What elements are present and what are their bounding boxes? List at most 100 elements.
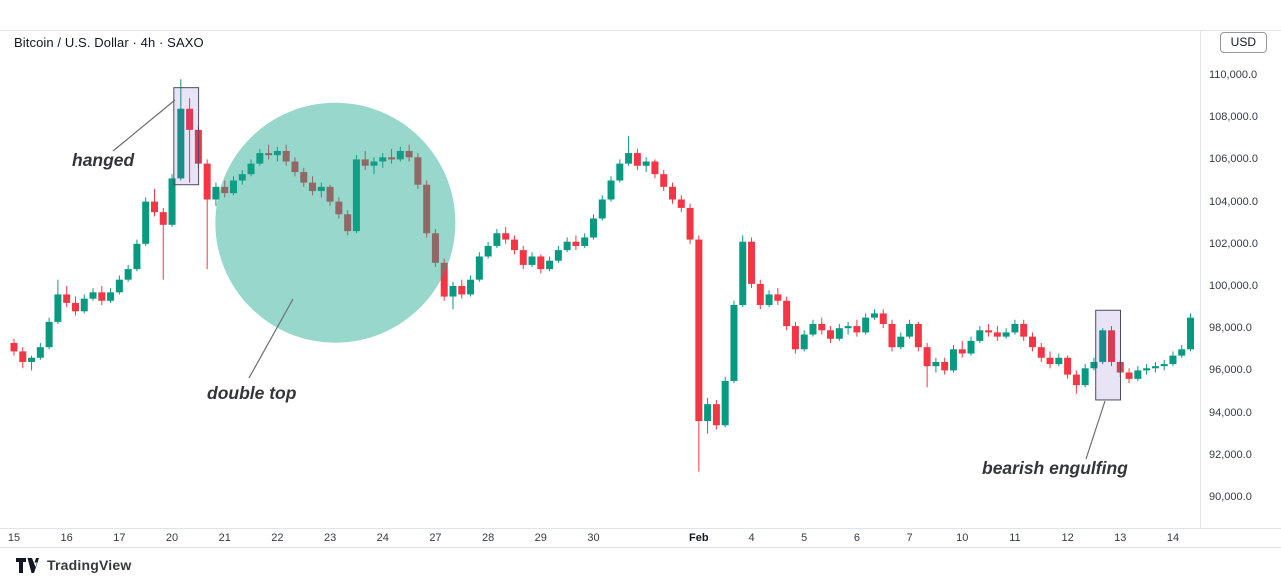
footer-border xyxy=(0,547,1281,548)
candle-body xyxy=(238,174,246,181)
candle-body xyxy=(1108,330,1115,362)
candle-body xyxy=(510,239,518,251)
candle-body xyxy=(528,256,536,265)
candle-body xyxy=(291,161,299,173)
price-axis-border xyxy=(1200,30,1201,528)
candle-body xyxy=(914,323,922,348)
candle-body xyxy=(344,214,352,232)
candle-body xyxy=(10,342,18,352)
candle-body xyxy=(1125,372,1133,379)
y-axis-label: 90,000.0 xyxy=(1209,491,1252,503)
candle-body xyxy=(660,174,668,187)
candle-body xyxy=(247,163,255,175)
candle-body xyxy=(739,241,747,305)
x-axis-label: 4 xyxy=(748,532,755,544)
candle-body xyxy=(967,340,975,354)
y-axis-label: 110,000.0 xyxy=(1209,69,1258,81)
annotation-bearish-engulfing[interactable]: bearish engulfing xyxy=(982,309,1128,478)
bearish-engulfing-highlight-box[interactable] xyxy=(1095,309,1121,401)
candle-body xyxy=(985,330,993,333)
candle-body xyxy=(695,239,703,422)
candle-body xyxy=(748,241,756,284)
candle-body xyxy=(1028,336,1036,348)
annotation-hanged[interactable]: hanged xyxy=(72,87,200,186)
candle-body xyxy=(63,294,71,303)
attribution-bar: TradingView xyxy=(0,548,1281,582)
candle-body xyxy=(493,233,501,246)
candle-body xyxy=(1178,349,1186,356)
candle-body xyxy=(98,292,106,301)
candle-body xyxy=(370,161,378,166)
candle-body xyxy=(1055,357,1063,365)
candle-body xyxy=(467,279,475,295)
x-axis-label: 24 xyxy=(376,532,389,544)
hanged-label[interactable]: hanged xyxy=(72,150,135,170)
candle-body xyxy=(581,237,589,246)
candle-body xyxy=(1037,347,1045,358)
price-axis[interactable]: 110,000.0 108,000.0 106,000.0 104,000.0 102,… xyxy=(1201,0,1281,582)
candle-body xyxy=(958,349,966,354)
y-axis-label: 94,000.0 xyxy=(1209,406,1252,419)
double-top-label[interactable]: double top xyxy=(207,383,297,403)
candle-body xyxy=(686,207,694,240)
x-axis-label: 29 xyxy=(534,532,547,544)
y-axis-label: 106,000.0 xyxy=(1209,153,1258,166)
candle-body xyxy=(941,361,949,371)
candle-body xyxy=(45,321,53,348)
x-axis-label: 20 xyxy=(165,532,179,544)
candle-body xyxy=(1099,330,1107,362)
candle-body xyxy=(142,201,150,244)
x-axis-label: 23 xyxy=(323,532,337,544)
tradingview-logo-icon[interactable] xyxy=(16,557,39,573)
candle-body xyxy=(633,153,641,166)
double-top-circle[interactable] xyxy=(215,102,456,343)
candle-body xyxy=(282,150,290,162)
candle-body xyxy=(537,256,545,270)
candle-body xyxy=(1020,323,1028,337)
candle-body xyxy=(897,336,905,348)
candle-body xyxy=(1011,323,1019,333)
x-axis-label: 7 xyxy=(906,532,913,544)
x-axis-label: 5 xyxy=(801,532,808,544)
candle-body xyxy=(388,157,396,160)
currency-badge[interactable]: USD xyxy=(1219,32,1267,53)
x-axis-label: 17 xyxy=(113,532,126,544)
candle-body xyxy=(756,283,764,305)
candle-body xyxy=(704,404,712,422)
candle-body xyxy=(1081,368,1089,386)
candle-body xyxy=(431,233,439,263)
candle-body xyxy=(546,260,554,270)
y-axis-label: 104,000.0 xyxy=(1209,195,1258,208)
candle-body xyxy=(589,218,597,238)
tradingview-logo-text[interactable]: TradingView xyxy=(47,557,132,573)
candle-body xyxy=(458,286,466,295)
candle-body xyxy=(993,332,1001,337)
x-axis-label: 15 xyxy=(7,532,21,544)
candle-body xyxy=(923,347,931,367)
candle-body xyxy=(642,161,650,166)
y-axis-label: 102,000.0 xyxy=(1209,237,1258,250)
hanged-highlight-box[interactable] xyxy=(173,87,200,186)
candle-body xyxy=(616,163,624,181)
candle-body xyxy=(414,157,422,185)
candle-body xyxy=(396,150,404,160)
annotation-double-top[interactable]: double top xyxy=(207,102,456,403)
candle-body xyxy=(36,347,44,358)
y-axis-label: 92,000.0 xyxy=(1209,448,1252,461)
bearish-engulfing-label[interactable]: bearish engulfing xyxy=(982,458,1128,478)
candle-body xyxy=(835,328,843,339)
time-axis[interactable]: 15 16 17 20 21 22 23 24 27 28 29 30 Feb 4 5 6 7 10 11 12 13 1… xyxy=(0,529,1281,547)
candle-body xyxy=(976,330,984,341)
symbol-legend[interactable]: Bitcoin / U.S. Dollar · 4h · SAXO xyxy=(14,35,204,50)
x-axis-label: 14 xyxy=(1166,532,1180,544)
candle-body xyxy=(598,199,606,219)
candle-body xyxy=(1072,374,1080,386)
candle-body xyxy=(677,199,685,208)
candle-body xyxy=(361,159,369,166)
candle-body xyxy=(168,178,176,225)
candle-body xyxy=(625,153,633,164)
candle-body xyxy=(1151,366,1159,369)
candle-body xyxy=(1064,357,1072,375)
